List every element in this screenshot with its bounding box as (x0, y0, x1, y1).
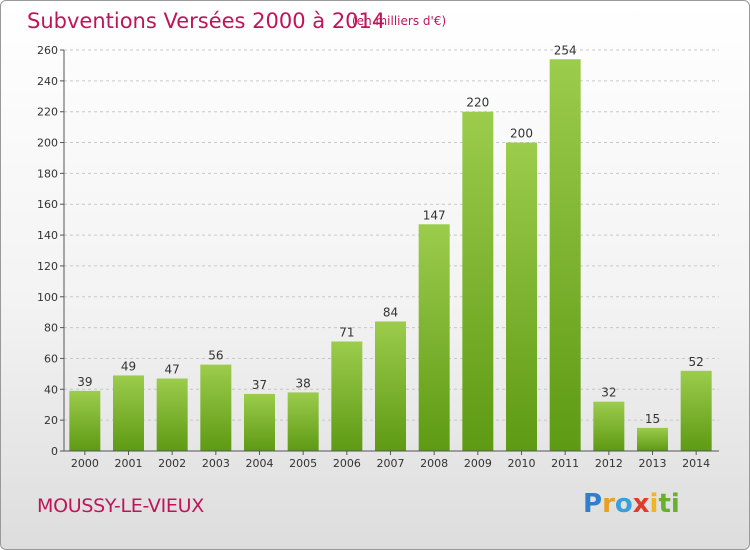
y-tick-label: 240 (37, 75, 58, 88)
bar (549, 59, 581, 451)
chart-subtitle: (en milliers d'€) (352, 14, 447, 28)
bar (200, 364, 232, 451)
data-label: 71 (339, 325, 354, 339)
data-label: 220 (466, 96, 489, 110)
bar (156, 378, 188, 451)
data-label: 84 (383, 305, 398, 319)
bar (637, 427, 668, 451)
proxiti-logo[interactable]: Proxiti (583, 489, 680, 519)
y-tick-label: 220 (37, 106, 58, 119)
data-label: 254 (554, 43, 577, 57)
x-tick-label: 2011 (551, 457, 579, 470)
logo-letter: t (658, 489, 671, 519)
logo-letter: i (649, 489, 659, 519)
y-tick-label: 120 (37, 260, 58, 273)
logo-letter: P (583, 489, 603, 519)
y-tick-label: 180 (37, 167, 58, 180)
x-tick-label: 2004 (246, 457, 274, 470)
x-tick-label: 2009 (464, 457, 492, 470)
y-tick-label: 140 (37, 229, 58, 242)
data-label: 49 (121, 359, 136, 373)
chart-title: Subventions Versées 2000 à 2014 (27, 9, 386, 33)
y-tick-label: 0 (51, 445, 58, 458)
x-tick-label: 2005 (289, 457, 317, 470)
logo-letter: o (614, 489, 633, 519)
y-tick-label: 100 (37, 291, 58, 304)
data-label: 39 (77, 375, 92, 389)
bar (462, 111, 494, 451)
bar (113, 375, 144, 451)
y-tick-label: 80 (44, 322, 58, 335)
data-label: 38 (296, 376, 311, 390)
label-layer: 39 49 47 56 37 38 71 84 147 220 200 254 32 15 52 (77, 43, 704, 426)
data-label: 47 (165, 363, 180, 377)
logo-letter: x (632, 489, 650, 519)
x-tick-label: 2000 (71, 457, 99, 470)
x-tick-label: 2014 (682, 457, 710, 470)
x-tick-label: 2012 (595, 457, 623, 470)
logo-letter: r (602, 489, 615, 519)
x-tick-label: 2008 (420, 457, 448, 470)
axis-layer: 0 20 40 60 80 100 120 140 160 180 200 220 240 260 2000… (37, 44, 719, 470)
data-label: 52 (689, 355, 704, 369)
y-tick-label: 260 (37, 44, 58, 57)
data-label: 200 (510, 127, 533, 141)
data-label: 37 (252, 378, 267, 392)
bar (418, 224, 450, 451)
bar (331, 341, 363, 451)
bar (375, 321, 406, 451)
x-tick-label: 2003 (202, 457, 230, 470)
y-tick-label: 160 (37, 198, 58, 211)
bar (680, 370, 712, 451)
logo-letter: i (670, 489, 680, 519)
data-label: 56 (208, 349, 223, 363)
y-tick-label: 20 (44, 414, 58, 427)
x-tick-label: 2007 (377, 457, 405, 470)
data-label: 15 (645, 412, 660, 426)
data-label: 147 (423, 208, 446, 222)
bar (69, 390, 101, 451)
bar (593, 401, 625, 451)
bar (287, 392, 319, 451)
commune-name: MOUSSY-LE-VIEUX (37, 495, 204, 517)
x-tick-label: 2013 (639, 457, 667, 470)
data-label: 32 (601, 386, 616, 400)
bar (244, 393, 275, 451)
x-tick-label: 2006 (333, 457, 361, 470)
y-tick-label: 60 (44, 352, 58, 365)
y-tick-label: 200 (37, 137, 58, 150)
y-tick-label: 40 (44, 383, 58, 396)
bar (506, 142, 537, 452)
x-tick-label: 2010 (508, 457, 536, 470)
x-tick-label: 2001 (115, 457, 143, 470)
x-tick-label: 2002 (158, 457, 186, 470)
bar-layer (69, 59, 712, 452)
